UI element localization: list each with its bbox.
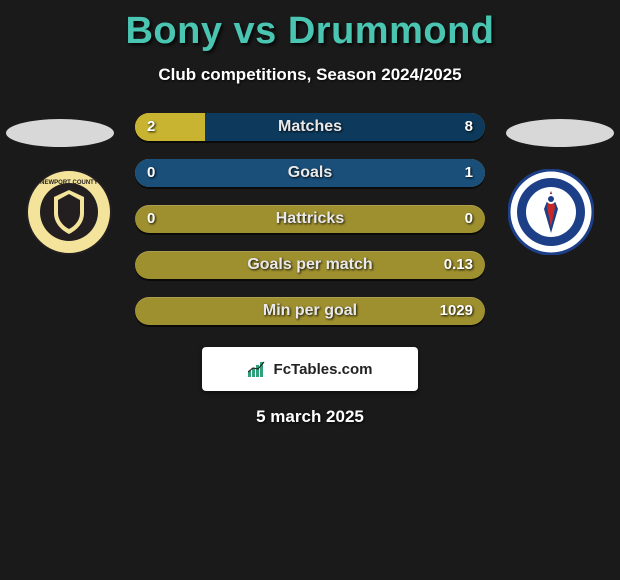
attribution-text: FcTables.com	[274, 361, 373, 378]
stat-value-left: 2	[147, 118, 155, 135]
stat-label: Goals	[288, 164, 332, 182]
stat-value-left: 0	[147, 164, 155, 181]
player-oval-right	[506, 119, 614, 147]
stat-label: Hattricks	[276, 210, 344, 228]
player-oval-left	[6, 119, 114, 147]
stat-value-right: 1029	[440, 302, 473, 319]
stat-value-right: 1	[465, 164, 473, 181]
stat-bar: 0.13 Goals per match	[135, 251, 485, 279]
stat-bar-fill-left	[135, 113, 205, 141]
club-badge-right	[508, 169, 594, 255]
comparison-date: 5 march 2025	[0, 407, 620, 427]
stat-label: Matches	[278, 118, 342, 136]
stat-bar: 0 1 Goals	[135, 159, 485, 187]
attribution-badge: FcTables.com	[202, 347, 418, 391]
comparison-card: Bony vs Drummond Club competitions, Seas…	[0, 0, 620, 427]
stat-value-right: 0.13	[444, 256, 473, 273]
chart-icon	[248, 361, 268, 377]
stat-value-left: 0	[147, 210, 155, 227]
stat-bar: 1029 Min per goal	[135, 297, 485, 325]
club-badge-left: NEWPORT COUNTY	[26, 169, 112, 255]
stat-bars: 2 8 Matches 0 1 Goals 0 0 Hattricks 0.13 Goals per…	[135, 113, 485, 325]
stat-bar: 0 0 Hattricks	[135, 205, 485, 233]
club-badge-left-icon: NEWPORT COUNTY	[26, 169, 112, 255]
comparison-body: NEWPORT COUNTY 2 8 Matches 0 1 Goals 0 0 Hattric…	[0, 113, 620, 427]
stat-bar-fill-right	[205, 113, 485, 141]
svg-text:NEWPORT COUNTY: NEWPORT COUNTY	[40, 180, 98, 186]
page-subtitle: Club competitions, Season 2024/2025	[0, 65, 620, 85]
club-badge-right-icon	[508, 169, 594, 255]
stat-value-right: 8	[465, 118, 473, 135]
stat-value-right: 0	[465, 210, 473, 227]
page-title: Bony vs Drummond	[0, 10, 620, 53]
stat-bar: 2 8 Matches	[135, 113, 485, 141]
stat-label: Min per goal	[263, 302, 357, 320]
stat-label: Goals per match	[247, 256, 372, 274]
